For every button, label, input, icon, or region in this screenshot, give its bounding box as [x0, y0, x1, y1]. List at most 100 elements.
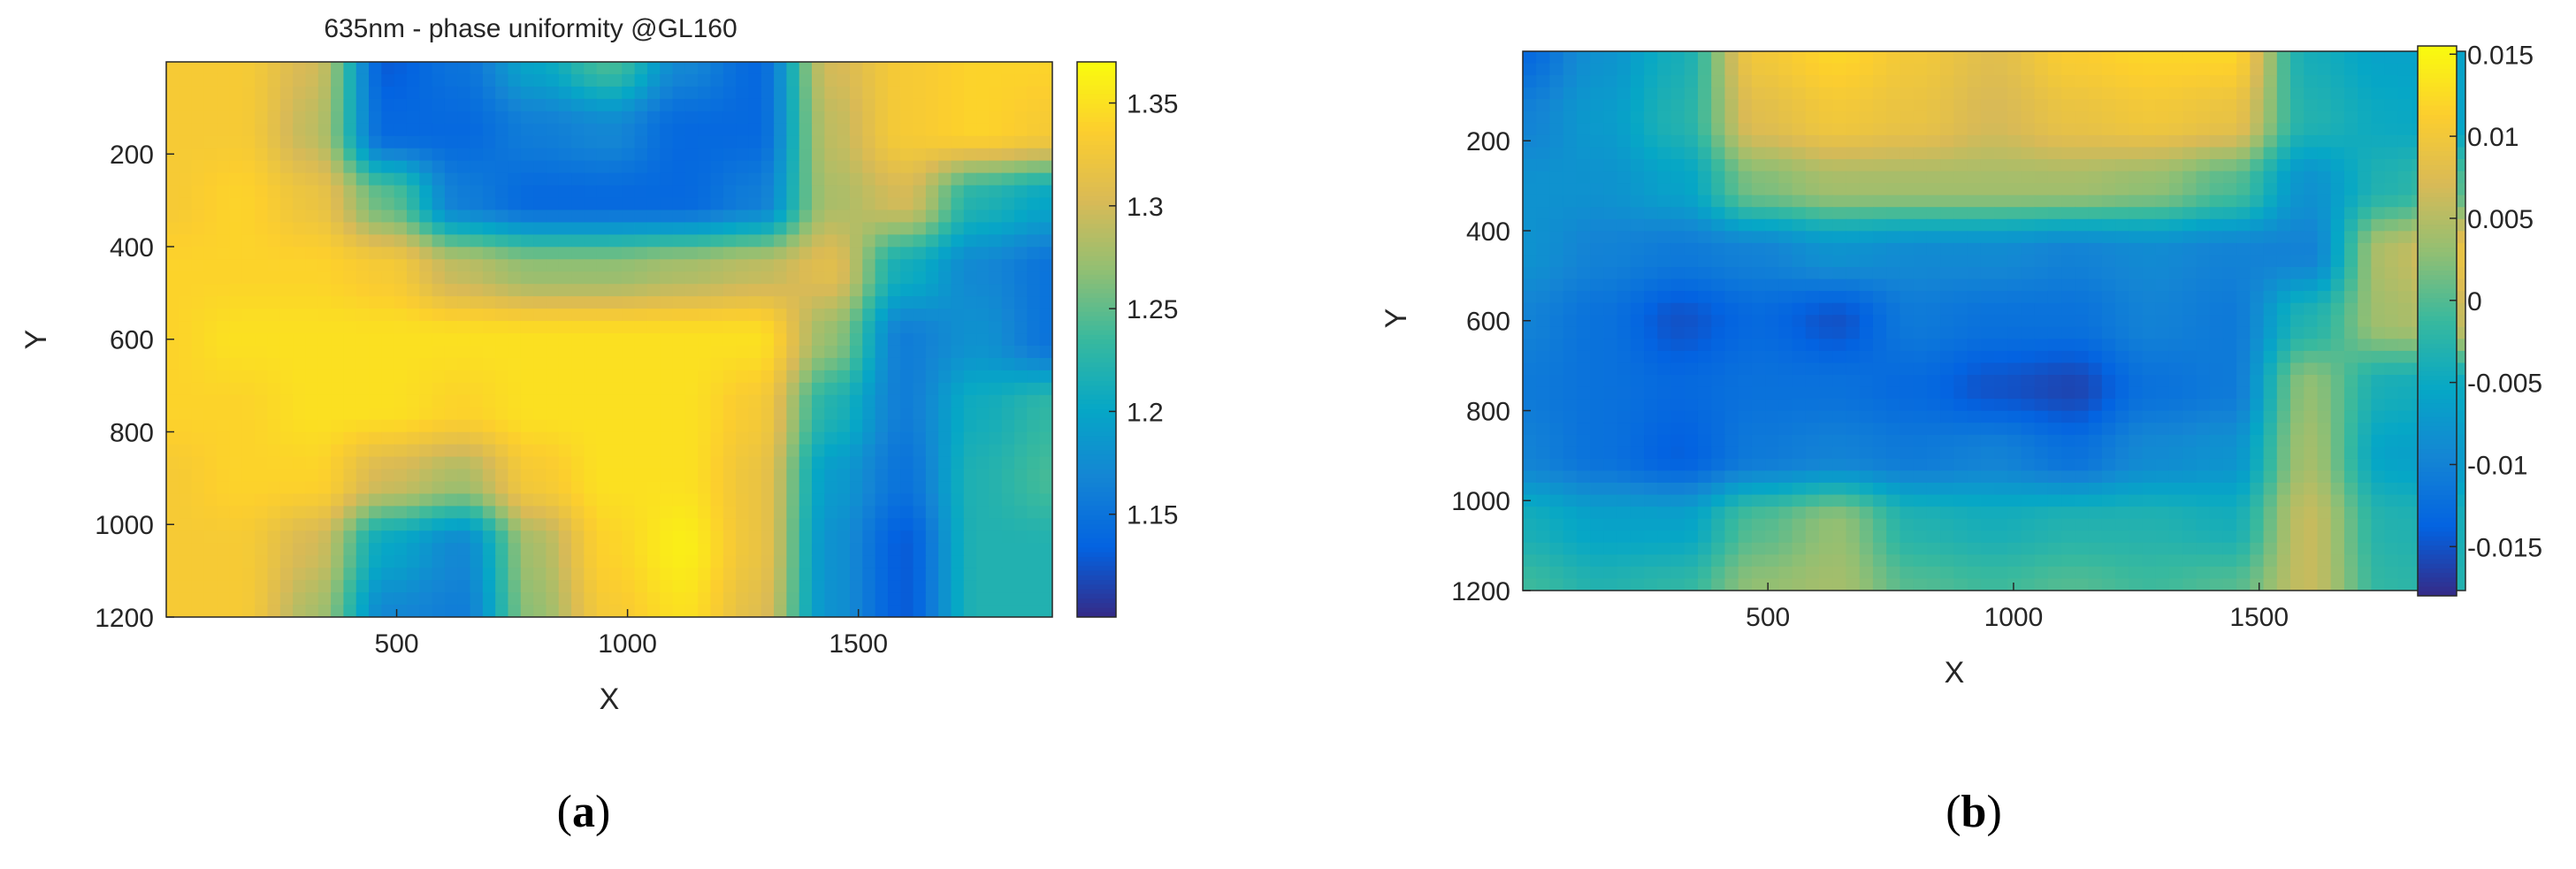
heatmap-cell	[622, 111, 636, 125]
heatmap-cell	[255, 284, 269, 297]
heatmap-cell	[1523, 218, 1537, 232]
heatmap-cell	[241, 148, 256, 162]
heatmap-cell	[1832, 278, 1847, 292]
heatmap-cell	[1697, 134, 1712, 149]
heatmap-cell	[646, 73, 661, 88]
heatmap-cell	[191, 543, 205, 556]
heatmap-cell	[520, 333, 534, 347]
heatmap-cell	[255, 394, 269, 408]
heatmap-cell	[824, 407, 838, 421]
heatmap-cell	[432, 506, 446, 520]
heatmap-cell	[1724, 255, 1739, 268]
heatmap-cell	[900, 370, 914, 384]
heatmap-cell	[875, 234, 889, 248]
heatmap-cell	[2129, 123, 2144, 136]
heatmap-cell	[571, 456, 585, 470]
heatmap-cell	[1980, 134, 1995, 149]
heatmap-cell	[267, 247, 281, 260]
heatmap-cell	[862, 197, 876, 211]
heatmap-cell	[925, 431, 939, 446]
heatmap-cell	[179, 506, 193, 520]
heatmap-cell	[799, 185, 813, 199]
heatmap-cell	[963, 543, 977, 556]
heatmap-cell	[660, 605, 674, 617]
heatmap-cell	[179, 580, 193, 593]
heatmap-cell	[1630, 291, 1645, 304]
heatmap-cell	[925, 321, 939, 334]
heatmap-cell	[2290, 242, 2305, 256]
heatmap-cell	[875, 296, 889, 309]
heatmap-cell	[774, 506, 788, 520]
heatmap-cell	[1953, 171, 1968, 184]
heatmap-cell	[1549, 218, 1564, 232]
heatmap-cell	[2222, 51, 2237, 65]
heatmap-cell	[609, 259, 623, 272]
heatmap-cell	[2397, 278, 2412, 292]
heatmap-cell	[1617, 99, 1632, 112]
heatmap-cell	[267, 407, 281, 421]
heatmap-cell	[622, 98, 636, 112]
heatmap-cell	[432, 296, 446, 309]
heatmap-cell	[925, 62, 939, 75]
heatmap-cell	[2075, 134, 2090, 149]
colorbar-band	[1077, 589, 1116, 595]
heatmap-cell	[381, 86, 395, 100]
heatmap-cell	[317, 605, 332, 617]
heatmap-cell	[774, 309, 788, 322]
heatmap-cell	[305, 530, 319, 544]
heatmap-cell	[2343, 183, 2358, 196]
heatmap-cell	[571, 98, 585, 112]
heatmap-cell	[748, 394, 762, 408]
heatmap-cell	[331, 98, 345, 112]
heatmap-cell	[887, 333, 901, 347]
heatmap-cell	[2397, 99, 2412, 112]
heatmap-cell	[2021, 147, 2036, 160]
heatmap-cell	[2343, 218, 2358, 232]
heatmap-cell	[824, 370, 838, 384]
heatmap-cell	[1805, 242, 1820, 256]
heatmap-cell	[761, 481, 775, 495]
heatmap-cell	[710, 123, 724, 137]
heatmap-cell	[2088, 267, 2103, 280]
heatmap-cell	[255, 493, 269, 507]
heatmap-cell	[1014, 222, 1028, 236]
colorbar-band	[1077, 66, 1116, 72]
heatmap-cell	[520, 518, 534, 532]
heatmap-cell	[419, 444, 433, 458]
heatmap-cell	[634, 73, 648, 88]
colorbar-band	[1077, 584, 1116, 591]
heatmap-cell	[406, 370, 420, 384]
heatmap-cell	[1900, 75, 1915, 88]
heatmap-cell	[355, 543, 370, 556]
heatmap-cell	[305, 407, 319, 421]
heatmap-cell	[736, 530, 750, 544]
heatmap-cell	[406, 259, 420, 272]
heatmap-cell	[2384, 147, 2399, 160]
heatmap-cell	[837, 394, 851, 408]
heatmap-cell	[786, 456, 800, 470]
heatmap-cell	[191, 321, 205, 334]
heatmap-cell	[2007, 231, 2022, 244]
heatmap-cell	[2075, 75, 2090, 88]
heatmap-cell	[951, 222, 965, 236]
heatmap-cell	[913, 73, 927, 88]
heatmap-cell	[660, 296, 674, 309]
heatmap-cell	[457, 481, 471, 495]
heatmap-cell	[317, 234, 332, 248]
heatmap-cell	[951, 444, 965, 458]
heatmap-cell	[786, 271, 800, 285]
heatmap-cell	[2155, 99, 2170, 112]
heatmap-cell	[394, 431, 408, 446]
heatmap-cell	[1900, 315, 1915, 328]
heatmap-cell	[609, 481, 623, 495]
heatmap-cell	[1994, 278, 2008, 292]
heatmap-cell	[191, 172, 205, 187]
heatmap-cell	[1014, 234, 1028, 248]
heatmap-cell	[596, 271, 610, 285]
heatmap-cell	[1027, 247, 1041, 260]
heatmap-cell	[1684, 231, 1699, 244]
heatmap-cell	[837, 135, 851, 149]
heatmap-cell	[1549, 183, 1564, 196]
heatmap-cell	[2075, 111, 2090, 125]
heatmap-cell	[1940, 315, 1955, 328]
